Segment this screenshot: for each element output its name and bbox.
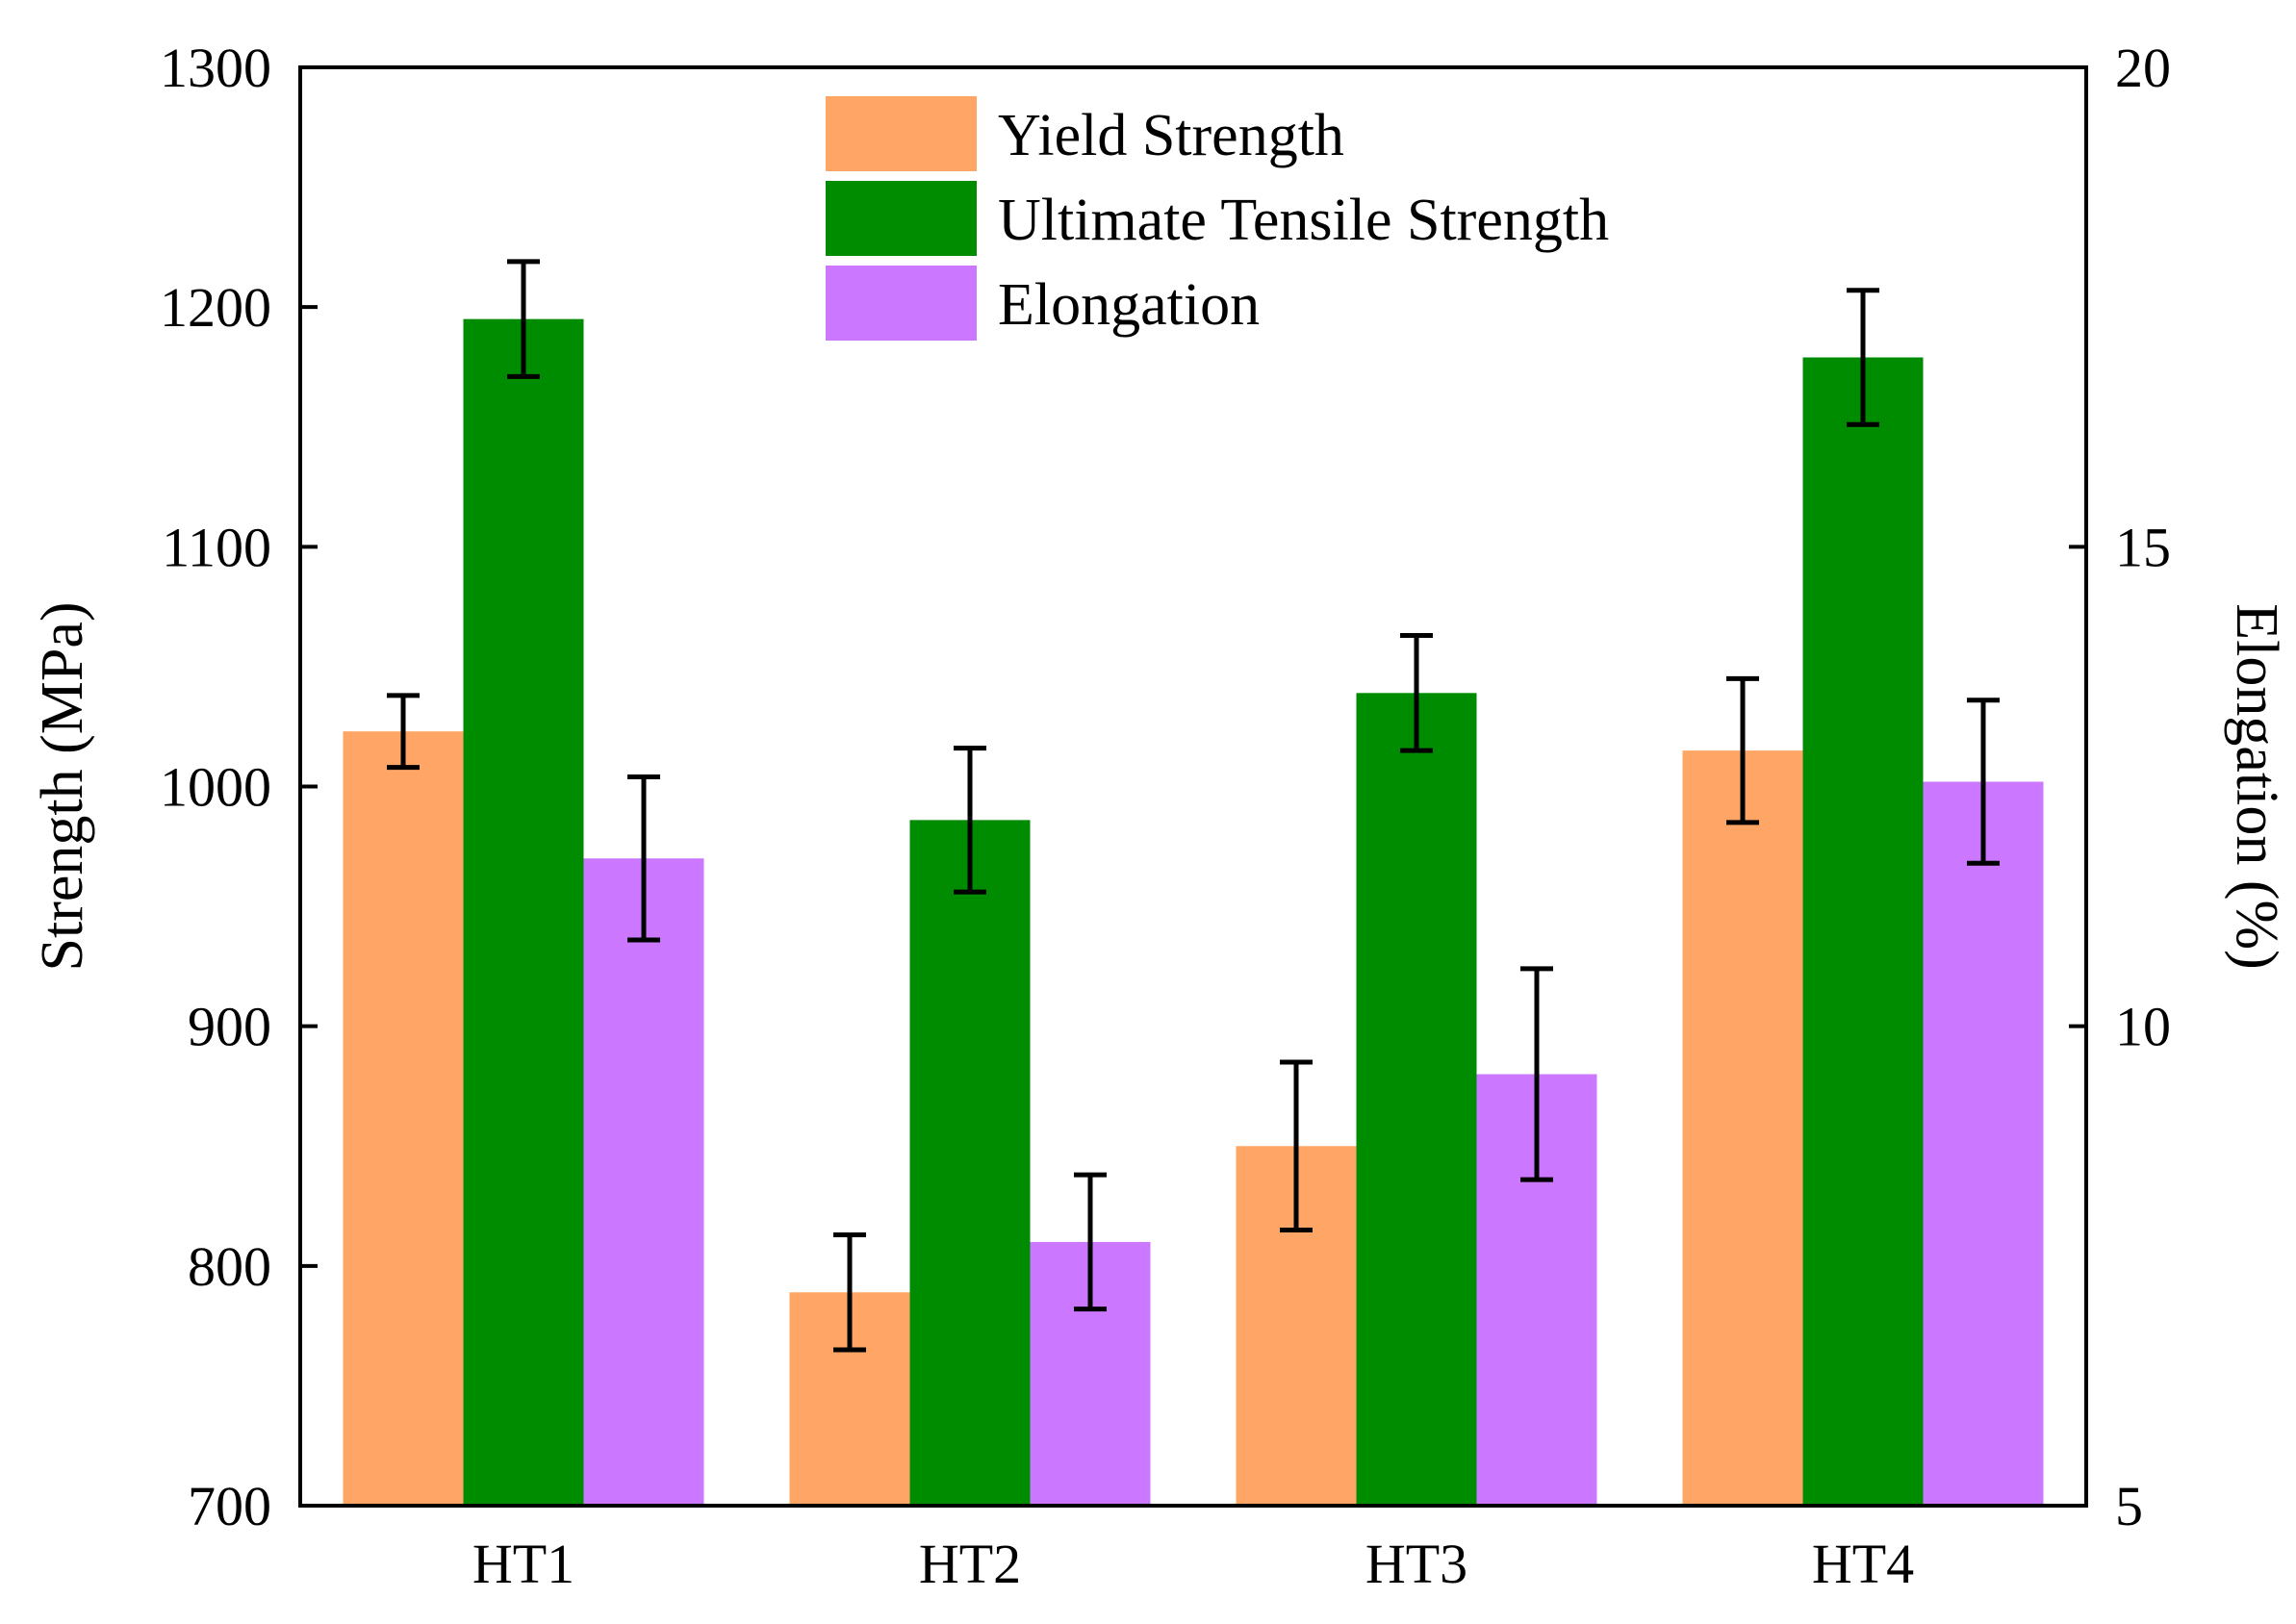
bar-ultimate-tensile-strength-ht3 xyxy=(1356,693,1477,1506)
legend-swatch xyxy=(826,266,977,341)
error-bar-yield-strength-ht4 xyxy=(1726,675,1759,825)
error-bar-yield-strength-ht3 xyxy=(1280,1059,1313,1232)
y-tick-label-left: 1300 xyxy=(160,37,271,99)
error-bar-yield-strength-ht2 xyxy=(833,1231,866,1353)
y-tick-label-left: 1200 xyxy=(160,276,271,339)
legend: Yield Strength Ultimate Tensile Strength E… xyxy=(826,96,1609,341)
x-tick-label: HT1 xyxy=(472,1533,574,1595)
error-bar-ultimate-tensile-strength-ht3 xyxy=(1400,633,1433,753)
error-bars-layer xyxy=(387,259,2000,1353)
error-bar-elongation-ht4 xyxy=(1967,698,2000,866)
y-tick-label-left: 700 xyxy=(188,1475,271,1537)
right-axis: 5 10 15 20 xyxy=(2069,37,2171,1537)
y-tick-label-right: 15 xyxy=(2115,516,2171,578)
error-bar-yield-strength-ht1 xyxy=(387,693,420,771)
y-tick-label-right: 10 xyxy=(2115,996,2171,1058)
bar-ultimate-tensile-strength-ht1 xyxy=(463,318,584,1506)
legend-label: Ultimate Tensile Strength xyxy=(998,188,1609,253)
y-tick-label-left: 900 xyxy=(188,996,271,1058)
bars-layer xyxy=(343,318,2044,1506)
left-axis: 700 800 900 1000 1100 1200 1300 xyxy=(160,37,318,1537)
y-tick-label-left: 1100 xyxy=(162,516,271,578)
y-tick-label-left: 1000 xyxy=(160,756,271,819)
y-axis-title-left: Strength (MPa) xyxy=(30,601,95,971)
x-tick-label: HT3 xyxy=(1365,1533,1467,1595)
legend-label: Elongation xyxy=(998,272,1260,338)
error-bar-elongation-ht3 xyxy=(1520,966,1553,1182)
bar-yield-strength-ht1 xyxy=(343,731,464,1506)
legend-label: Yield Strength xyxy=(998,103,1344,168)
legend-item-ultimate-tensile-strength: Ultimate Tensile Strength xyxy=(826,181,1609,256)
bar-ultimate-tensile-strength-ht4 xyxy=(1802,357,1924,1506)
y-tick-label-right: 20 xyxy=(2115,37,2171,99)
y-tick-label-right: 5 xyxy=(2115,1475,2143,1537)
bar-elongation-ht1 xyxy=(583,858,704,1506)
bar-ultimate-tensile-strength-ht2 xyxy=(909,820,1031,1506)
y-axis-title-right: Elongation (%) xyxy=(2224,603,2289,970)
legend-item-yield-strength: Yield Strength xyxy=(826,96,1344,171)
error-bar-ultimate-tensile-strength-ht4 xyxy=(1847,288,1879,427)
legend-swatch xyxy=(826,96,977,171)
bar-elongation-ht4 xyxy=(1923,781,2044,1506)
error-bar-elongation-ht2 xyxy=(1074,1172,1107,1312)
x-axis: HT1 HT2 HT3 HT4 xyxy=(472,1533,1914,1595)
x-tick-label: HT2 xyxy=(919,1533,1021,1595)
x-tick-label: HT4 xyxy=(1812,1533,1914,1595)
y-tick-label-left: 800 xyxy=(188,1235,271,1298)
error-bar-elongation-ht1 xyxy=(627,774,660,943)
error-bar-ultimate-tensile-strength-ht1 xyxy=(507,259,540,379)
bar-yield-strength-ht4 xyxy=(1682,750,1803,1506)
error-bar-ultimate-tensile-strength-ht2 xyxy=(954,746,986,895)
legend-item-elongation: Elongation xyxy=(826,266,1260,341)
legend-swatch xyxy=(826,181,977,256)
